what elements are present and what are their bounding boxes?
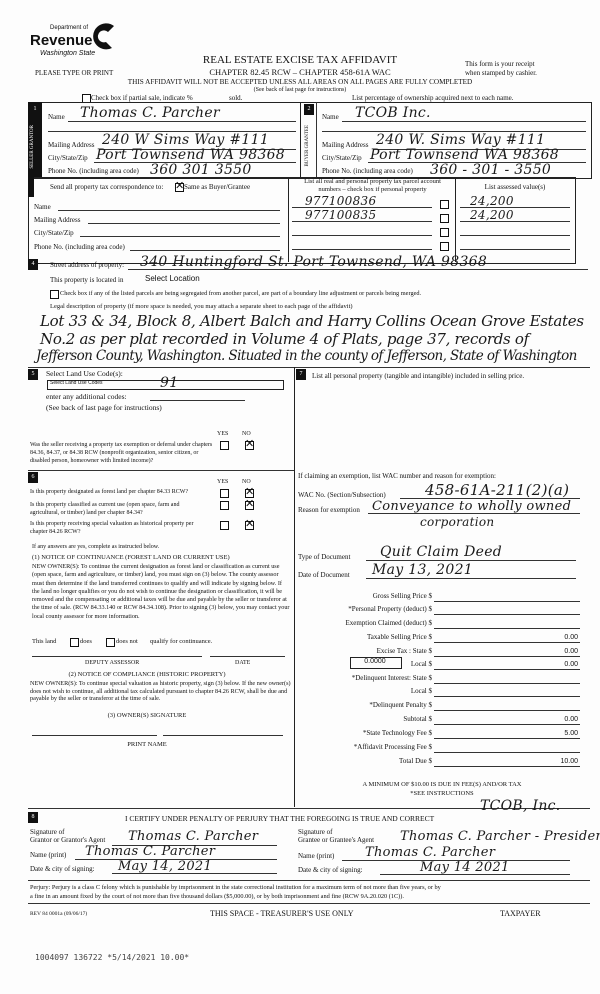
fee-label: Taxable Selling Price $ <box>366 633 432 641</box>
document-type[interactable]: Quit Claim Deed <box>380 544 503 560</box>
local-rate-field[interactable] <box>350 657 402 669</box>
fee-label: *Affidavit Processing Fee $ <box>353 743 432 751</box>
parcel-number[interactable]: 977100835 <box>305 208 377 222</box>
fee-label: Subtotal $ <box>403 715 432 723</box>
logo-swirl-icon <box>93 23 114 50</box>
fee-value[interactable]: 0.00 <box>564 661 578 668</box>
buyer-city[interactable]: Port Townsend WA 98368 <box>370 147 560 163</box>
fee-label: Excise Tax : State $ <box>376 647 432 655</box>
wac-number[interactable]: 458-61A-211(2)(a) <box>425 481 570 499</box>
fee-label: Local $ <box>410 687 432 695</box>
assessed-value[interactable]: 24,200 <box>470 208 514 222</box>
historic-yes-checkbox[interactable] <box>220 521 229 530</box>
land-use-select[interactable] <box>47 380 284 390</box>
exemption-no-checkbox[interactable] <box>245 437 254 450</box>
fee-label: Exemption Claimed (deduct) $ <box>345 619 432 627</box>
grantor-date[interactable]: May 14, 2021 <box>118 859 213 874</box>
grantor-signature[interactable]: Thomas C. Parcher <box>128 829 259 844</box>
does-not-qualify-checkbox[interactable] <box>106 638 115 647</box>
personal-property-checkbox[interactable] <box>440 228 449 237</box>
document-date[interactable]: May 13, 2021 <box>372 562 473 578</box>
grantee-name[interactable]: Thomas C. Parcher <box>365 845 496 860</box>
seller-phone[interactable]: 360 301 3550 <box>150 162 252 178</box>
legal-description-line[interactable]: Lot 33 & 34, Block 8, Albert Balch and H… <box>40 312 584 330</box>
grantee-signature[interactable]: Thomas C. Parcher - President <box>400 829 600 844</box>
fee-value[interactable]: 0.00 <box>564 716 578 723</box>
exemption-reason[interactable]: Conveyance to wholly owned <box>372 499 572 514</box>
fee-label: Total Due $ <box>399 757 432 765</box>
fee-value[interactable]: 0.00 <box>564 648 578 655</box>
land-use-code[interactable]: 91 <box>160 375 179 391</box>
personal-property-checkbox[interactable] <box>440 214 449 223</box>
form-title: REAL ESTATE EXCISE TAX AFFIDAVIT <box>202 54 398 66</box>
segregated-checkbox[interactable] <box>50 290 59 299</box>
fee-value[interactable]: 5.00 <box>564 730 578 737</box>
grantee-company-note: TCOB, Inc. <box>480 798 561 814</box>
same-as-buyer-checkbox[interactable] <box>175 179 184 192</box>
parcel-number[interactable]: 977100836 <box>305 194 377 208</box>
location-select[interactable]: Select Location <box>145 274 200 283</box>
grantee-date[interactable]: May 14 2021 <box>420 860 510 875</box>
fee-value[interactable]: 0.00 <box>564 634 578 641</box>
current-use-no-checkbox[interactable] <box>245 497 254 510</box>
does-qualify-checkbox[interactable] <box>70 638 79 647</box>
seller-city[interactable]: Port Townsend WA 98368 <box>96 147 286 163</box>
treasurer-receipt-stamp: 1004097 136722 *5/14/2021 10.00* <box>35 953 190 962</box>
personal-property-checkbox[interactable] <box>440 242 449 251</box>
assessed-value[interactable]: 24,200 <box>470 194 514 208</box>
fee-label: Gross Selling Price $ <box>372 592 432 600</box>
legal-description-line[interactable]: No.2 as per plat recorded in Volume 4 of… <box>40 330 529 348</box>
grantor-name[interactable]: Thomas C. Parcher <box>85 844 216 859</box>
seller-mailing-address[interactable]: 240 W Sims Way #111 <box>102 132 270 148</box>
exemption-yes-checkbox[interactable] <box>220 441 229 450</box>
fee-value[interactable]: 10.00 <box>560 758 578 765</box>
fee-label: *Delinquent Penalty $ <box>369 701 432 709</box>
forest-yes-checkbox[interactable] <box>220 489 229 498</box>
buyer-phone[interactable]: 360 - 301 - 3550 <box>430 162 552 178</box>
personal-property-checkbox[interactable] <box>440 200 449 209</box>
correspondence-section <box>28 177 576 264</box>
exemption-reason-cont[interactable]: corporation <box>420 515 495 529</box>
buyer-name[interactable]: TCOB Inc. <box>355 105 431 121</box>
legal-description-line[interactable]: Jefferson County, Washington. Situated i… <box>36 348 577 364</box>
fee-label: Local $ <box>410 660 432 668</box>
historic-no-checkbox[interactable] <box>245 517 254 530</box>
current-use-yes-checkbox[interactable] <box>220 501 229 510</box>
street-address[interactable]: 340 Huntingford St. Port Townsend, WA 98… <box>140 254 488 270</box>
fee-label: *State Technology Fee $ <box>362 729 432 737</box>
fee-label: *Personal Property (deduct) $ <box>348 605 432 613</box>
seller-name[interactable]: Thomas C. Parcher <box>80 105 220 121</box>
buyer-mailing-address[interactable]: 240 W. Sims Way #111 <box>376 132 546 148</box>
fee-label: *Delinquent Interest: State $ <box>351 674 432 682</box>
